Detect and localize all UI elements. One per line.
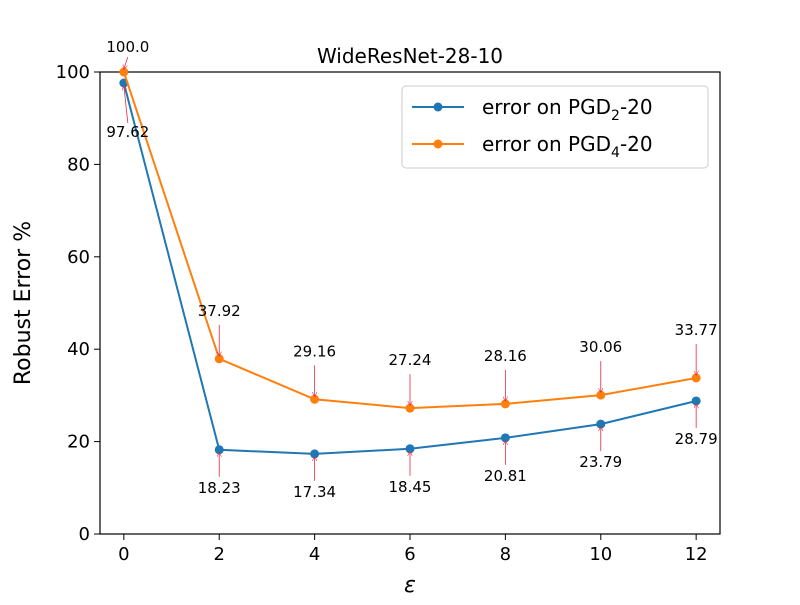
y-tick-label: 60 (67, 247, 90, 268)
data-point-series-0 (310, 449, 320, 459)
data-label: 28.79 (675, 430, 718, 448)
data-label: 20.81 (484, 467, 527, 485)
y-tick-label: 80 (67, 154, 90, 175)
data-label: 18.23 (198, 479, 241, 497)
data-point-series-1 (596, 390, 606, 400)
legend-name-prefix: error on PGD (482, 132, 611, 156)
x-tick-label: 4 (309, 544, 320, 565)
data-point-series-0 (214, 445, 224, 455)
y-tick-label: 0 (79, 524, 90, 545)
annotation-arrow (124, 86, 129, 124)
data-label: 27.24 (389, 351, 432, 369)
legend-name-prefix: error on PGD (482, 95, 611, 119)
legend-entry-label: error on PGD4-20 (482, 132, 653, 161)
data-point-series-1 (500, 399, 510, 409)
data-label: 37.92 (198, 302, 241, 320)
data-point-series-1 (691, 373, 701, 383)
data-label: 17.34 (293, 483, 336, 501)
data-point-series-1 (405, 403, 415, 413)
data-label: 23.79 (579, 453, 622, 471)
legend-name-subscript: 2 (611, 108, 620, 124)
data-label: 97.62 (106, 123, 149, 141)
data-point-series-1 (310, 394, 320, 404)
data-point-series-0 (405, 444, 415, 454)
x-tick-label: 2 (214, 544, 225, 565)
data-point-series-0 (500, 433, 510, 443)
x-tick-label: 8 (500, 544, 511, 565)
data-label: 29.16 (293, 342, 336, 360)
annotation-arrow (124, 56, 129, 69)
legend-entry-label: error on PGD2-20 (482, 95, 653, 124)
legend-box (401, 85, 709, 169)
y-tick-label: 20 (67, 432, 90, 453)
x-axis-label: ε (404, 573, 416, 598)
data-point-series-1 (214, 354, 224, 364)
chart-title: WideResNet-28-10 (317, 44, 503, 68)
data-label: 30.06 (579, 338, 622, 356)
x-tick-label: 12 (685, 544, 708, 565)
y-axis-label: Robust Error % (11, 221, 36, 385)
data-label: 18.45 (389, 478, 432, 496)
y-tick-label: 100 (56, 62, 90, 83)
x-tick-label: 0 (118, 544, 129, 565)
plot-area: 0 2 4 6 8 10 12 0 20 40 60 80 100 97.62 18.23 17.34 18.4… (56, 38, 721, 565)
data-point-series-0 (596, 419, 606, 429)
legend-name-suffix: -20 (620, 132, 653, 156)
y-tick-label: 40 (67, 339, 90, 360)
data-label: 100.0 (106, 38, 149, 56)
legend-swatch-marker (433, 102, 443, 112)
x-tick-label: 10 (589, 544, 612, 565)
data-label: 33.77 (675, 321, 718, 339)
legend-swatch-marker (433, 139, 443, 149)
legend-name-subscript: 4 (611, 145, 620, 161)
legend-name-suffix: -20 (620, 95, 653, 119)
data-label: 28.16 (484, 347, 527, 365)
x-tick-label: 6 (404, 544, 415, 565)
data-point-series-0 (691, 396, 701, 406)
